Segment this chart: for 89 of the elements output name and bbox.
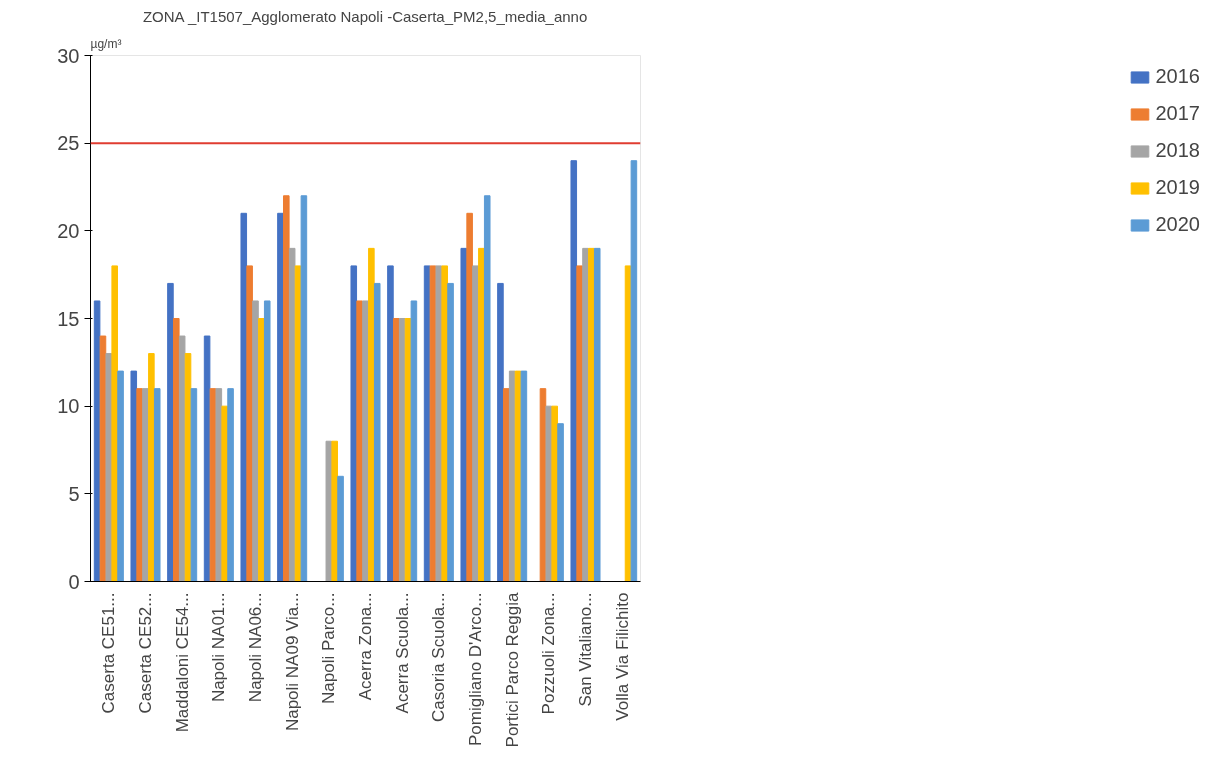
bar [460, 247, 468, 582]
bar [551, 405, 558, 582]
bar [398, 318, 406, 582]
bar [252, 300, 259, 582]
bar [483, 195, 491, 582]
bar [520, 370, 528, 582]
x-tick-label: Acerra Scuola... [392, 592, 412, 714]
y-tick-label: 25 [57, 132, 80, 155]
bar [503, 388, 510, 582]
bar [576, 265, 583, 582]
bar [630, 160, 638, 582]
x-tick-label: Napoli NA01... [209, 592, 229, 703]
bar [410, 300, 418, 582]
x-tick-label: Caserta CE52... [136, 592, 155, 714]
bar [582, 247, 589, 582]
x-tick-label: Caserta CE51... [99, 592, 119, 714]
bar [373, 282, 381, 582]
bar [557, 423, 564, 582]
y-tick-label: 0 [68, 570, 80, 593]
bar [246, 265, 253, 582]
bar [227, 388, 234, 582]
bar [447, 282, 454, 582]
legend-label: 2018 [1155, 139, 1200, 162]
y-tick-label: 10 [57, 395, 80, 418]
y-tick-label: 15 [57, 307, 80, 330]
bar [387, 265, 394, 582]
bar [153, 388, 161, 582]
bar [117, 370, 124, 582]
bar [215, 388, 223, 582]
x-tick-label: Napoli NA09 Via... [282, 592, 302, 732]
bar [105, 353, 113, 582]
bar [111, 265, 118, 582]
bar [148, 353, 155, 582]
bar [478, 247, 485, 582]
bar [497, 282, 504, 582]
bar [593, 247, 601, 582]
bar [221, 405, 228, 582]
chart-title: ZONA _IT1507_Agglomerato Napoli -Caserta_PM2,5_media_anno [142, 7, 588, 25]
x-tick-label: Acerra Zona... [356, 592, 375, 701]
bar [136, 388, 143, 582]
x-tick-label: Pomigliano D'Arco... [466, 592, 485, 746]
bar [441, 265, 448, 582]
y-axis-title: µg/m³ [90, 36, 122, 51]
y-tick-label: 5 [68, 482, 80, 505]
bar [393, 318, 400, 582]
bar [300, 195, 308, 582]
bar [283, 195, 290, 582]
bar [277, 212, 284, 582]
x-tick-label: Volla Via Filichito [612, 592, 632, 721]
bar [588, 247, 595, 582]
bar [130, 370, 138, 582]
bar [545, 405, 553, 582]
x-tick-label: Maddaloni CE54... [172, 592, 192, 733]
bar [368, 247, 375, 582]
bar [508, 370, 516, 582]
bar [288, 247, 296, 582]
x-tick-label: Pozzuoli Zona... [539, 592, 559, 715]
bar [570, 160, 578, 582]
bar [337, 475, 344, 582]
legend-label: 2019 [1155, 176, 1200, 199]
bar [472, 265, 479, 582]
x-tick-label: San Vitaliano... [576, 592, 595, 707]
bar [331, 440, 338, 582]
legend-label: 2020 [1155, 213, 1200, 236]
bar [93, 300, 101, 582]
bar [362, 300, 369, 582]
legend-label: 2017 [1155, 102, 1200, 125]
bar [258, 318, 265, 582]
y-tick-label: 20 [57, 219, 80, 242]
x-tick-label: Portici Parco Reggia [502, 591, 522, 748]
x-tick-label: Napoli Parco... [319, 592, 339, 704]
x-tick-label: Casoria Scuola... [429, 592, 449, 722]
bar [325, 440, 333, 582]
bar [263, 300, 271, 582]
bar [356, 300, 363, 582]
bar [423, 265, 431, 582]
bar [203, 335, 211, 582]
bar [178, 335, 186, 582]
bar [350, 265, 358, 582]
bar [466, 212, 473, 582]
bar [435, 265, 443, 582]
x-tick-label: Napoli NA06... [246, 592, 265, 703]
bar [190, 388, 198, 582]
bar [167, 282, 174, 582]
bar [240, 212, 248, 582]
bar [142, 388, 149, 582]
bar [173, 318, 180, 582]
legend-label: 2016 [1155, 65, 1200, 88]
y-tick-label: 30 [57, 44, 80, 67]
